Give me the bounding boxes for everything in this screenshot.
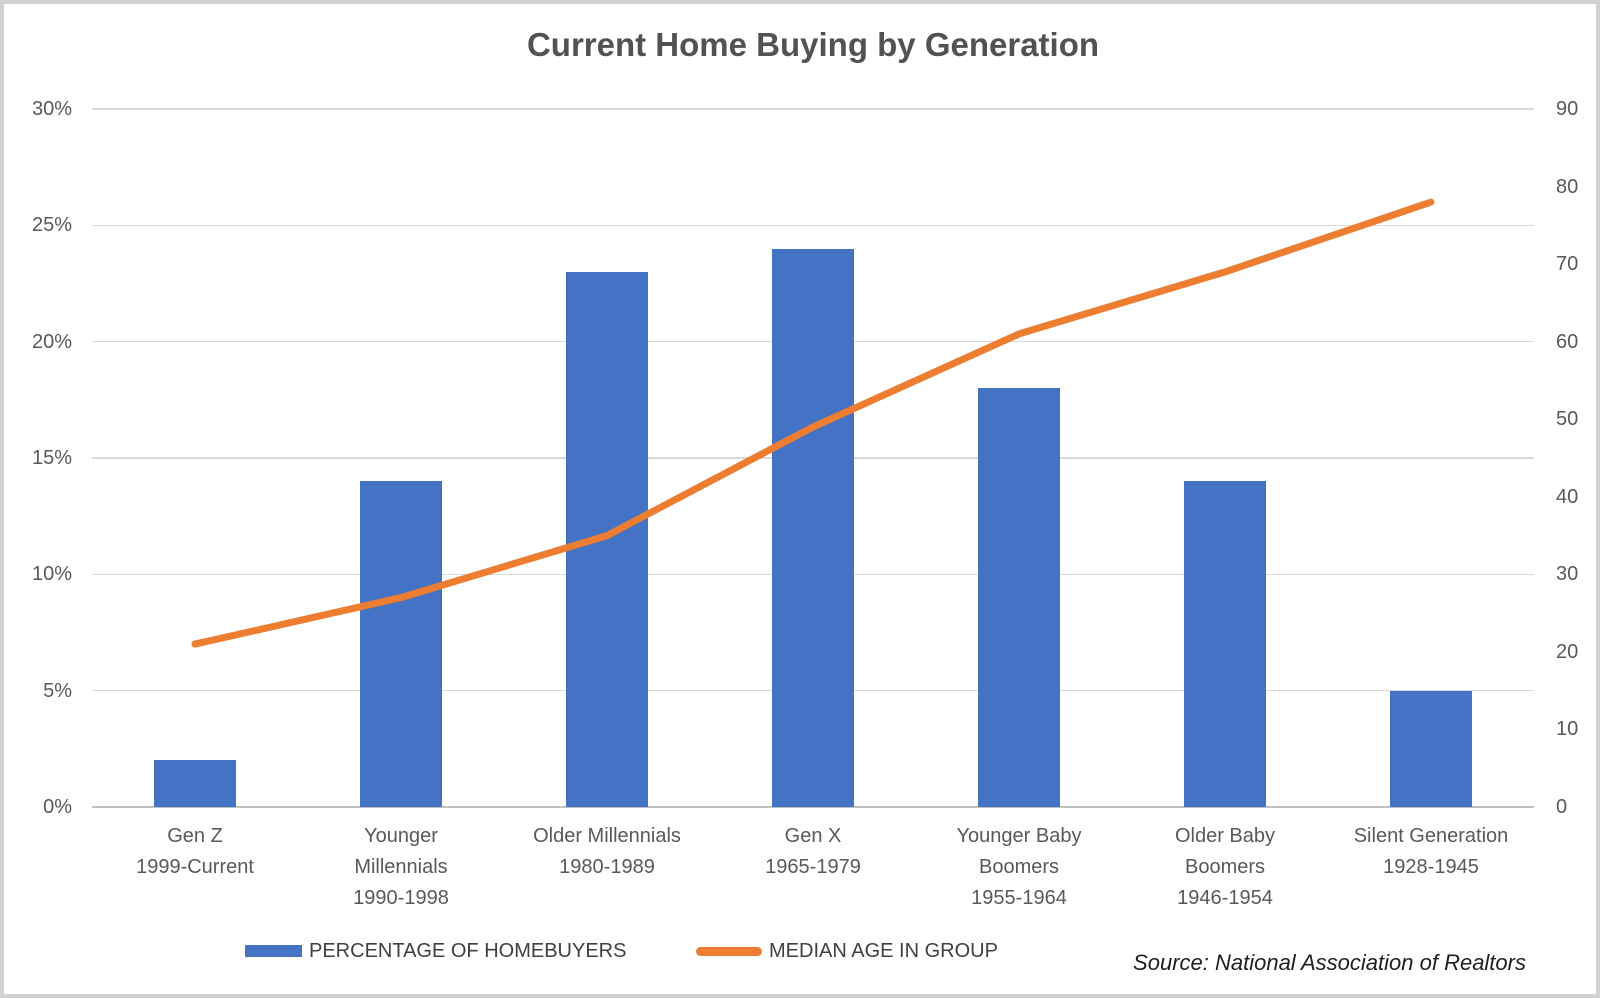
y-axis-tick-right: 70: [1556, 253, 1579, 276]
legend-swatch-line: [696, 947, 762, 956]
x-axis-label-line: Silent Generation: [1353, 825, 1509, 847]
y-axis-tick-right: 80: [1556, 175, 1579, 198]
bar-percentage-of-homebuyers: [1184, 481, 1266, 807]
x-axis-label-line: 1999-Current: [136, 856, 254, 878]
x-axis-label-line: Millennials: [354, 856, 448, 878]
chart-title: Current Home Buying by Generation: [526, 26, 1100, 63]
bar-percentage-of-homebuyers: [360, 481, 442, 807]
x-axis-label-line: Older Baby: [1174, 825, 1276, 847]
y-axis-tick-right: 10: [1556, 718, 1579, 741]
x-axis-label-line: Older Millennials: [533, 825, 681, 847]
gridline: [92, 108, 1534, 110]
y-axis-tick-left: 20%: [31, 330, 72, 353]
x-axis-label-line: Younger: [364, 825, 438, 847]
x-axis-category-label: Gen Z 1999-Current: [91, 821, 299, 883]
x-axis-label-line: Gen Z: [167, 825, 223, 847]
x-axis-category-label: Gen X 1965-1979: [709, 821, 917, 883]
x-axis-category-label: Younger Baby Boomers 1955-1964: [915, 821, 1123, 914]
x-axis-label-line: Boomers: [978, 856, 1060, 878]
y-axis-tick-right: 50: [1556, 408, 1579, 431]
gridline: [92, 224, 1534, 227]
x-axis-label-line: 1955-1964: [971, 887, 1067, 909]
x-axis-label-line: 1946-1954: [1177, 887, 1273, 909]
bar-percentage-of-homebuyers: [772, 248, 854, 807]
y-axis-tick-right: 0: [1556, 796, 1568, 818]
y-axis-tick-left: 5%: [43, 679, 72, 702]
y-axis-tick-right: 40: [1556, 485, 1579, 508]
x-axis-category-label: Older Baby Boomers 1946-1954: [1121, 821, 1329, 914]
y-axis-tick-left: 0%: [43, 796, 72, 818]
y-axis-tick-left: 15%: [31, 447, 72, 469]
x-axis-label-line: Gen X: [784, 825, 842, 847]
x-axis-category-label: Younger Millennials 1990-1998: [297, 821, 505, 914]
bar-percentage-of-homebuyers: [154, 760, 236, 807]
y-axis-tick-left: 30%: [31, 98, 72, 120]
bar-percentage-of-homebuyers: [1390, 690, 1472, 807]
source-note: Source: National Association of Realtors: [1133, 950, 1526, 975]
bar-percentage-of-homebuyers: [978, 388, 1060, 807]
legend-label: MEDIAN AGE IN GROUP: [769, 940, 998, 962]
y-axis-tick-left: 25%: [31, 214, 72, 237]
legend-label: PERCENTAGE OF HOMEBUYERS: [309, 940, 627, 962]
legend-swatch-bar: [245, 945, 302, 957]
y-axis-tick-left: 10%: [31, 563, 72, 586]
x-axis-category-label: Silent Generation 1928-1945: [1327, 821, 1535, 883]
x-axis-category-label: Older Millennials 1980-1989: [503, 821, 711, 883]
y-axis-tick-right: 60: [1556, 330, 1579, 353]
bar-percentage-of-homebuyers: [566, 271, 648, 807]
y-axis-tick-right: 20: [1556, 640, 1579, 663]
x-axis-label-line: 1990-1998: [353, 887, 449, 909]
x-axis-label-line: Boomers: [1184, 856, 1266, 878]
x-axis-label-line: Younger Baby: [956, 825, 1082, 847]
x-axis-label-line: 1928-1945: [1383, 856, 1479, 878]
gridline: [92, 806, 1534, 808]
x-axis-label-line: 1980-1989: [559, 856, 655, 878]
x-axis-label-line: 1965-1979: [765, 856, 861, 878]
y-axis-tick-right: 90: [1556, 98, 1579, 120]
y-axis-tick-right: 30: [1556, 563, 1579, 586]
